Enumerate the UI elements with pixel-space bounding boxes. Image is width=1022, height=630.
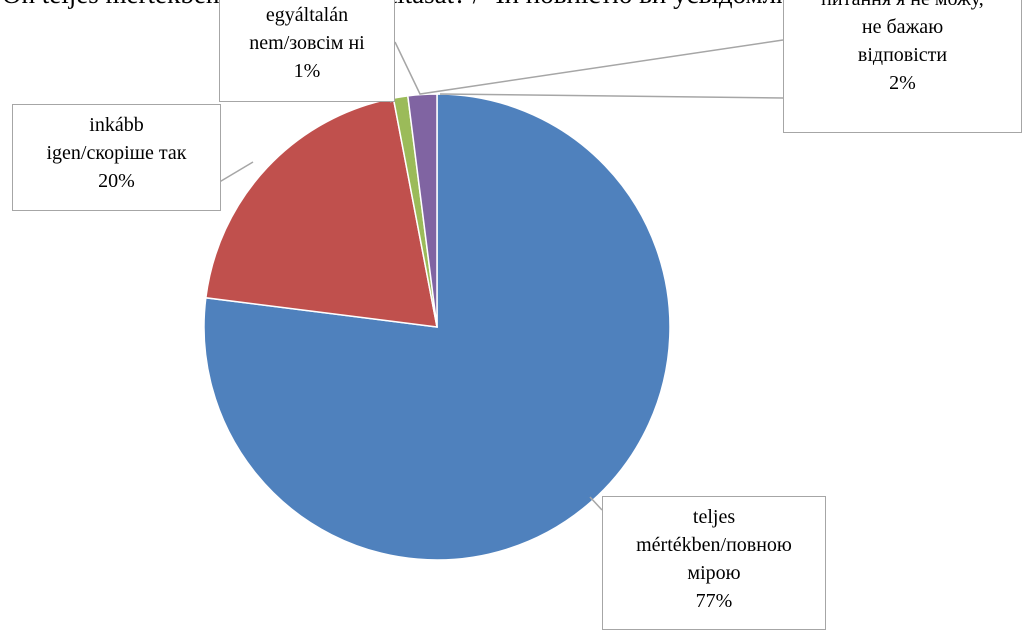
slice-label-line: nem/зовсім ні: [249, 32, 365, 54]
pie-slice-1: [205, 97, 438, 328]
slice-label-value: 1%: [293, 60, 321, 82]
slice-label-inkabb: inkább igen/скоріше так 20%: [12, 104, 221, 211]
chart-title: Ön teljes mértékben vállalja az identitá…: [2, 0, 1022, 9]
pie-slice-3: [406, 93, 438, 328]
slice-label-line: igen/скоріше так: [46, 142, 187, 164]
leader-line-4: [439, 93, 784, 99]
slice-label-egyaltalan: egyáltalán nem/зовсім ні 1%: [219, 0, 395, 102]
slice-label-line: teljes: [692, 506, 736, 528]
slice-label-line: мірою: [687, 562, 741, 584]
slice-label-teljes: teljes mértékben/повною мірою 77%: [602, 496, 826, 630]
slice-label-line: inkább: [89, 114, 144, 136]
pie-slices: [203, 93, 671, 561]
slice-label-line: відповісти: [857, 44, 948, 66]
leader-line-3: [394, 39, 784, 95]
slice-label-line: egyáltalán: [265, 4, 349, 26]
leader-line-0: [589, 496, 603, 511]
slice-label-line: mértékben/повною: [636, 534, 792, 556]
slice-label-value: 20%: [98, 170, 135, 192]
slice-label-line: питання я не можу,: [788, 0, 1017, 13]
slice-label-value: 2%: [889, 72, 916, 94]
slice-label-value: 77%: [695, 590, 733, 612]
leader-lines: [205, 39, 784, 511]
slice-label-line: не бажаю: [861, 16, 944, 38]
slice-label-nem-tudom: питання я не можу, не бажаю відповісти 2…: [783, 0, 1022, 133]
